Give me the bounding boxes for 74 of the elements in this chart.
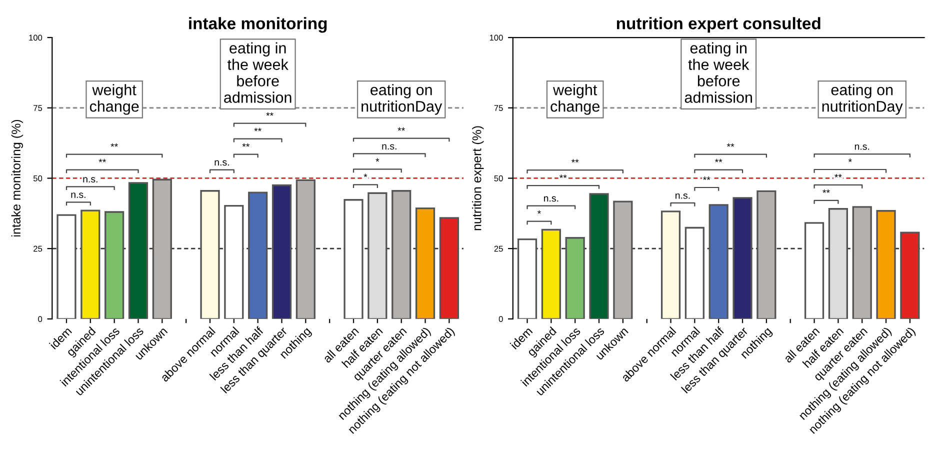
- annotation: n.s.: [382, 144, 396, 150]
- y-tick-label: 100: [29, 34, 42, 41]
- bar: [756, 190, 776, 319]
- bar: [200, 190, 220, 319]
- annotation: **: [266, 112, 274, 116]
- annotation: n.s.: [544, 196, 558, 202]
- y-axis-title: intake monitoring (%): [11, 120, 23, 236]
- bar: [541, 228, 561, 319]
- annotation: **: [703, 176, 710, 180]
- annotation: **: [98, 158, 106, 162]
- y-tick-label: 25: [494, 246, 503, 252]
- bar: [104, 211, 124, 319]
- bar: [392, 190, 412, 319]
- bar: [248, 192, 268, 319]
- bar: [439, 217, 459, 319]
- y-tick-label: 50: [494, 175, 503, 182]
- bar: [517, 238, 538, 319]
- bar: [613, 200, 633, 319]
- annotation: *: [537, 210, 541, 214]
- bar: [732, 197, 752, 319]
- chart-title: intake monitoring: [189, 17, 327, 33]
- bar: [876, 210, 896, 319]
- chart-title: nutrition expert consulted: [616, 17, 820, 33]
- y-axis-title: nutrition expert (%): [472, 126, 484, 230]
- annotation: *: [376, 158, 380, 162]
- annotation: **: [560, 174, 567, 178]
- annotation: eating in the week before admission: [224, 42, 292, 103]
- annotation: **: [834, 174, 842, 178]
- bar: [828, 208, 848, 319]
- bar: [565, 237, 585, 319]
- bar: [804, 222, 824, 319]
- bar: [415, 207, 436, 319]
- bar: [852, 206, 872, 319]
- annotation: **: [726, 143, 734, 147]
- annotation: **: [571, 159, 579, 163]
- annotation: **: [714, 158, 722, 162]
- bar: [296, 179, 316, 319]
- bar: [368, 192, 388, 319]
- annotation: *: [848, 158, 852, 162]
- annotation: **: [242, 143, 250, 147]
- annotation: **: [254, 128, 262, 132]
- annotation: **: [110, 143, 118, 147]
- bar: [152, 178, 172, 319]
- bar: [56, 214, 76, 319]
- y-tick-label: 0: [38, 316, 42, 322]
- annotation: eating in the week before admission: [684, 42, 752, 103]
- bar: [660, 210, 681, 319]
- y-tick-label: 100: [490, 34, 503, 41]
- annotation: eating on nutritionDay: [822, 84, 903, 115]
- bar: [684, 226, 704, 319]
- bar: [900, 232, 920, 319]
- y-tick-label: 75: [494, 105, 503, 111]
- bar: [589, 193, 609, 319]
- annotation: n.s.: [676, 193, 690, 199]
- bar: [224, 204, 244, 319]
- annotation: *: [364, 174, 368, 178]
- annotation: weight change: [90, 84, 139, 115]
- bar: [128, 182, 148, 319]
- y-tick-label: 25: [34, 246, 42, 252]
- annotation: weight change: [550, 84, 600, 115]
- y-tick-label: 0: [498, 316, 503, 322]
- annotation: **: [398, 127, 405, 131]
- y-tick-label: 75: [34, 105, 42, 111]
- annotation: n.s.: [71, 192, 86, 198]
- annotation: n.s.: [83, 177, 98, 182]
- annotation: n.s.: [854, 144, 870, 150]
- annotation: **: [822, 189, 830, 193]
- bar: [272, 184, 292, 319]
- y-tick-label: 50: [33, 175, 42, 182]
- bar: [80, 210, 100, 319]
- annotation: eating on nutritionDay: [362, 84, 442, 115]
- bar: [344, 199, 364, 319]
- bar: [708, 204, 728, 319]
- annotation: n.s.: [214, 160, 229, 166]
